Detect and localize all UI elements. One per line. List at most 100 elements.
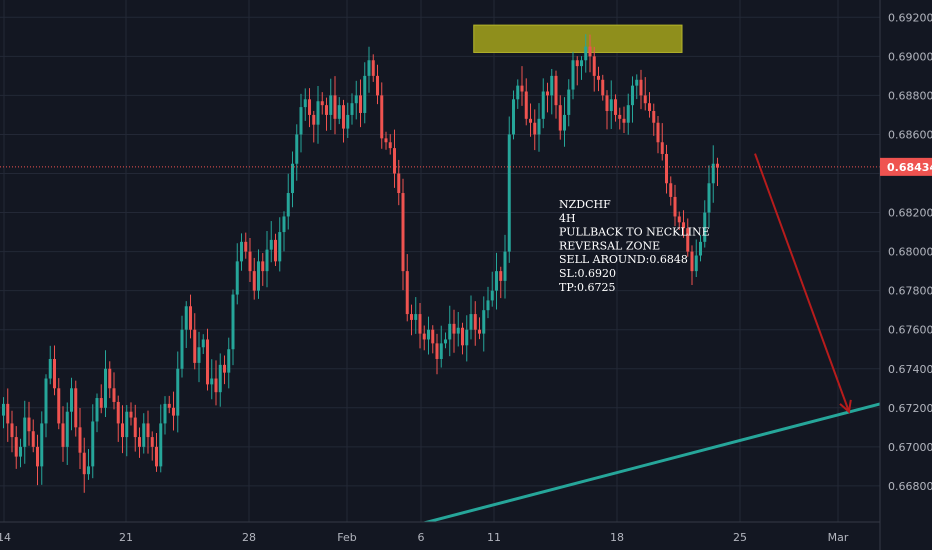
candle-bullish[interactable] — [550, 68, 554, 115]
candle-bullish[interactable] — [278, 217, 282, 272]
candle-bullish[interactable] — [516, 79, 520, 109]
candle-bullish[interactable] — [444, 332, 447, 349]
candle-bearish[interactable] — [656, 116, 660, 154]
candle-bearish[interactable] — [320, 92, 324, 115]
candle-bearish[interactable] — [660, 123, 664, 161]
candle-bearish[interactable] — [112, 372, 116, 410]
candle-bearish[interactable] — [78, 407, 82, 470]
candle-bearish[interactable] — [36, 434, 39, 486]
arrow-shaft[interactable] — [754, 153, 850, 413]
candle-bearish[interactable] — [6, 388, 10, 442]
candle-bullish[interactable] — [465, 315, 469, 362]
candle-bullish[interactable] — [282, 211, 286, 252]
candle-bearish[interactable] — [133, 404, 137, 452]
candle-bearish[interactable] — [397, 159, 401, 206]
candle-bullish[interactable] — [414, 297, 418, 334]
candle-bearish[interactable] — [380, 82, 384, 149]
candle-bullish[interactable] — [584, 34, 588, 73]
candle-bearish[interactable] — [146, 410, 150, 454]
candle-bearish[interactable] — [223, 355, 226, 385]
candle-bearish[interactable] — [673, 184, 677, 227]
candle-bullish[interactable] — [329, 78, 333, 131]
candle-bearish[interactable] — [639, 69, 643, 110]
resistance-zone-box[interactable] — [473, 24, 683, 53]
candle-bearish[interactable] — [27, 401, 31, 446]
candle-bearish[interactable] — [214, 360, 218, 406]
candle-bearish[interactable] — [690, 245, 694, 285]
candle-bullish[interactable] — [482, 296, 486, 352]
candle-bearish[interactable] — [618, 107, 622, 130]
candle-bullish[interactable] — [265, 231, 269, 288]
candle-bearish[interactable] — [189, 294, 192, 339]
candle-bearish[interactable] — [325, 97, 328, 131]
candle-bearish[interactable] — [371, 54, 375, 82]
candle-bearish[interactable] — [418, 303, 422, 349]
candle-bullish[interactable] — [87, 448, 90, 480]
candle-bearish[interactable] — [665, 144, 668, 194]
candle-bearish[interactable] — [82, 437, 86, 493]
candle-bearish[interactable] — [312, 110, 316, 143]
candle-bearish[interactable] — [57, 378, 61, 430]
candle-bearish[interactable] — [74, 380, 78, 437]
candle-bullish[interactable] — [609, 80, 613, 129]
candle-bullish[interactable] — [210, 359, 214, 400]
candle-bullish[interactable] — [490, 271, 494, 307]
candle-bullish[interactable] — [231, 289, 235, 366]
candle-bearish[interactable] — [244, 232, 248, 259]
candle-bearish[interactable] — [14, 426, 18, 469]
candle-bearish[interactable] — [388, 134, 392, 155]
candle-bearish[interactable] — [588, 34, 592, 73]
candle-bullish[interactable] — [218, 353, 222, 407]
candle-bearish[interactable] — [193, 313, 197, 370]
candle-bearish[interactable] — [99, 384, 103, 414]
candle-bearish[interactable] — [648, 92, 651, 118]
candle-bearish[interactable] — [622, 106, 626, 133]
candle-bearish[interactable] — [129, 402, 133, 426]
candle-bullish[interactable] — [580, 56, 583, 80]
candle-bullish[interactable] — [286, 173, 290, 230]
candle-bullish[interactable] — [125, 405, 129, 457]
candle-bullish[interactable] — [91, 404, 95, 479]
candle-bullish[interactable] — [65, 402, 69, 465]
candle-bullish[interactable] — [456, 311, 460, 347]
candle-bearish[interactable] — [597, 66, 600, 92]
candle-bullish[interactable] — [44, 374, 48, 438]
candle-bearish[interactable] — [558, 95, 562, 140]
candle-bearish[interactable] — [405, 254, 409, 322]
candle-bearish[interactable] — [643, 77, 647, 111]
candle-bullish[interactable] — [367, 46, 371, 93]
candle-bearish[interactable] — [274, 233, 277, 266]
candle-bearish[interactable] — [172, 391, 175, 431]
candle-bearish[interactable] — [10, 410, 14, 453]
candle-bearish[interactable] — [252, 257, 256, 300]
candle-bearish[interactable] — [677, 211, 681, 230]
candle-bearish[interactable] — [116, 395, 120, 442]
candle-bullish[interactable] — [707, 165, 711, 228]
candle-bullish[interactable] — [291, 151, 294, 208]
candle-bullish[interactable] — [567, 79, 571, 127]
candle-bullish[interactable] — [23, 400, 27, 464]
candle-bullish[interactable] — [626, 93, 630, 135]
candle-bearish[interactable] — [435, 333, 439, 375]
candle-bullish[interactable] — [512, 90, 515, 140]
candle-bearish[interactable] — [359, 79, 362, 128]
trendline-line[interactable] — [401, 402, 881, 531]
candle-bullish[interactable] — [486, 286, 490, 319]
time-axis[interactable]: 14 21 28 Feb 6 11 18 25 Mar — [0, 521, 932, 550]
candle-bearish[interactable] — [614, 94, 617, 122]
candle-bullish[interactable] — [40, 411, 44, 485]
candle-bearish[interactable] — [401, 178, 405, 291]
candle-bullish[interactable] — [240, 233, 243, 271]
resistance-zone[interactable] — [473, 24, 683, 53]
candle-bearish[interactable] — [682, 210, 685, 238]
candle-bearish[interactable] — [150, 431, 154, 461]
candle-bullish[interactable] — [159, 404, 163, 473]
candle-bearish[interactable] — [520, 66, 524, 106]
candle-bullish[interactable] — [635, 74, 639, 100]
candle-bullish[interactable] — [227, 337, 231, 389]
candle-bearish[interactable] — [155, 432, 158, 472]
candle-bearish[interactable] — [669, 176, 673, 206]
candle-bullish[interactable] — [2, 397, 5, 429]
candle-bearish[interactable] — [261, 253, 265, 286]
